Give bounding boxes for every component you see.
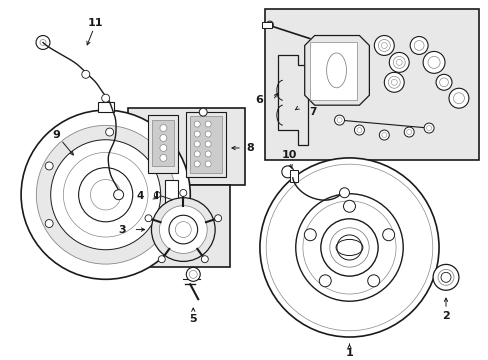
Circle shape [260, 158, 438, 337]
Circle shape [186, 267, 200, 281]
Circle shape [113, 190, 123, 200]
Circle shape [343, 200, 355, 212]
Circle shape [159, 206, 207, 253]
Circle shape [205, 121, 211, 127]
Text: 10: 10 [282, 150, 297, 160]
Circle shape [205, 161, 211, 167]
Circle shape [194, 161, 200, 167]
Circle shape [154, 192, 160, 198]
Circle shape [21, 110, 190, 279]
Circle shape [158, 220, 166, 228]
Circle shape [404, 127, 413, 137]
Text: 4: 4 [136, 191, 143, 201]
Bar [262, 22, 271, 28]
Circle shape [45, 162, 53, 170]
Circle shape [36, 36, 50, 49]
Circle shape [339, 188, 349, 198]
Circle shape [384, 72, 404, 92]
Circle shape [79, 168, 132, 222]
Circle shape [334, 115, 344, 125]
Circle shape [194, 121, 200, 127]
Circle shape [320, 219, 377, 276]
Polygon shape [277, 55, 307, 145]
Circle shape [422, 51, 444, 73]
Circle shape [379, 130, 388, 140]
Circle shape [432, 264, 458, 290]
Circle shape [158, 256, 165, 263]
Text: 5: 5 [189, 314, 197, 324]
Circle shape [81, 70, 90, 78]
Circle shape [160, 135, 166, 141]
Text: 11: 11 [88, 18, 103, 28]
Circle shape [51, 140, 161, 250]
Circle shape [194, 141, 200, 147]
Circle shape [319, 275, 330, 287]
Bar [190, 116, 222, 173]
Circle shape [158, 162, 166, 170]
Circle shape [199, 108, 207, 116]
Circle shape [194, 151, 200, 157]
Circle shape [382, 229, 394, 241]
Circle shape [102, 94, 109, 102]
Bar [264, 9, 478, 160]
Circle shape [36, 125, 175, 264]
Circle shape [374, 36, 393, 55]
Bar [148, 115, 178, 173]
Circle shape [336, 235, 361, 260]
Bar [309, 42, 357, 100]
Circle shape [194, 131, 200, 137]
Circle shape [169, 215, 197, 244]
Text: 2: 2 [441, 311, 449, 321]
Circle shape [145, 215, 152, 222]
Circle shape [105, 128, 113, 136]
Circle shape [423, 123, 433, 133]
Circle shape [435, 74, 451, 90]
Text: 8: 8 [245, 143, 253, 153]
Circle shape [214, 215, 221, 222]
Text: 1: 1 [345, 348, 353, 358]
Circle shape [205, 131, 211, 137]
Text: 7: 7 [308, 107, 316, 117]
Polygon shape [304, 36, 368, 105]
Bar [152, 120, 174, 166]
Circle shape [266, 21, 273, 28]
Circle shape [201, 256, 208, 263]
Circle shape [160, 154, 166, 161]
Circle shape [160, 125, 166, 131]
Circle shape [160, 144, 166, 152]
Circle shape [281, 166, 293, 178]
Bar [127, 185, 229, 267]
Text: 9: 9 [52, 130, 60, 140]
Circle shape [367, 275, 379, 287]
Circle shape [448, 88, 468, 108]
Circle shape [388, 53, 408, 72]
Circle shape [354, 125, 364, 135]
Text: 3: 3 [118, 225, 125, 235]
Circle shape [205, 151, 211, 157]
Bar [98, 102, 113, 112]
Circle shape [205, 141, 211, 147]
Circle shape [63, 152, 148, 237]
Polygon shape [164, 180, 177, 210]
Circle shape [440, 273, 450, 282]
Bar [127, 108, 244, 185]
Circle shape [295, 194, 403, 301]
Bar [186, 112, 225, 177]
Circle shape [409, 36, 427, 54]
Circle shape [45, 220, 53, 228]
Bar [289, 170, 297, 182]
Circle shape [180, 189, 186, 197]
Circle shape [151, 198, 215, 261]
Text: 6: 6 [255, 95, 263, 105]
Circle shape [304, 229, 316, 241]
